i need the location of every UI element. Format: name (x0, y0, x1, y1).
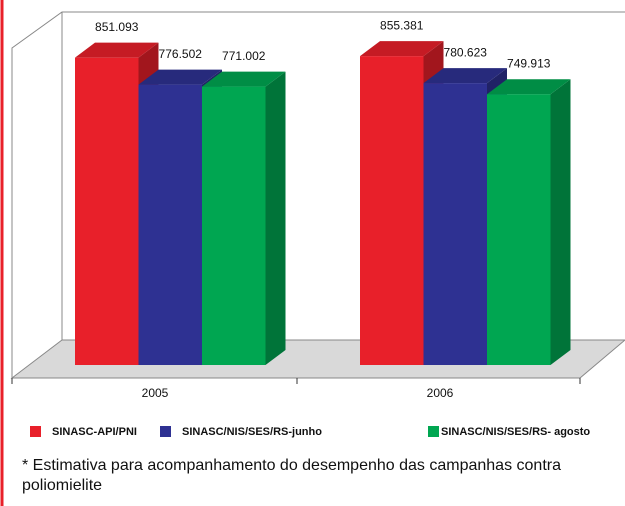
legend-label: SINASC/NIS/SES/RS- agosto (441, 426, 590, 438)
legend-swatch (30, 426, 41, 437)
bar-side (265, 71, 286, 365)
value-label: 851.093 (95, 20, 139, 34)
bar (360, 56, 424, 365)
bar (202, 86, 266, 365)
value-label: 771.002 (222, 49, 266, 63)
bar-top (138, 69, 222, 85)
legend-label: SINASC-API/PNI (52, 426, 137, 438)
x-tick-label: 2006 (427, 386, 454, 400)
x-tick-label: 2005 (142, 386, 169, 400)
bar-top (423, 68, 507, 84)
bar-side (550, 79, 571, 365)
bar (487, 94, 551, 365)
value-label: 776.502 (159, 47, 203, 61)
bar-top (360, 41, 444, 57)
bar (423, 83, 487, 365)
back-wall (11, 11, 625, 378)
bar-top (75, 42, 159, 58)
footnote: * Estimativa para acompanhamento do dese… (22, 457, 561, 494)
value-label: 749.913 (507, 56, 551, 70)
bar-top (487, 79, 571, 95)
legend-swatch (428, 426, 439, 437)
bar (138, 84, 202, 365)
bar-top (202, 71, 286, 87)
legend-swatch (160, 426, 171, 437)
value-label: 855.381 (380, 18, 424, 32)
value-label: 780.623 (444, 45, 488, 59)
bar (75, 57, 139, 366)
legend-label: SINASC/NIS/SES/RS-junho (182, 426, 322, 438)
